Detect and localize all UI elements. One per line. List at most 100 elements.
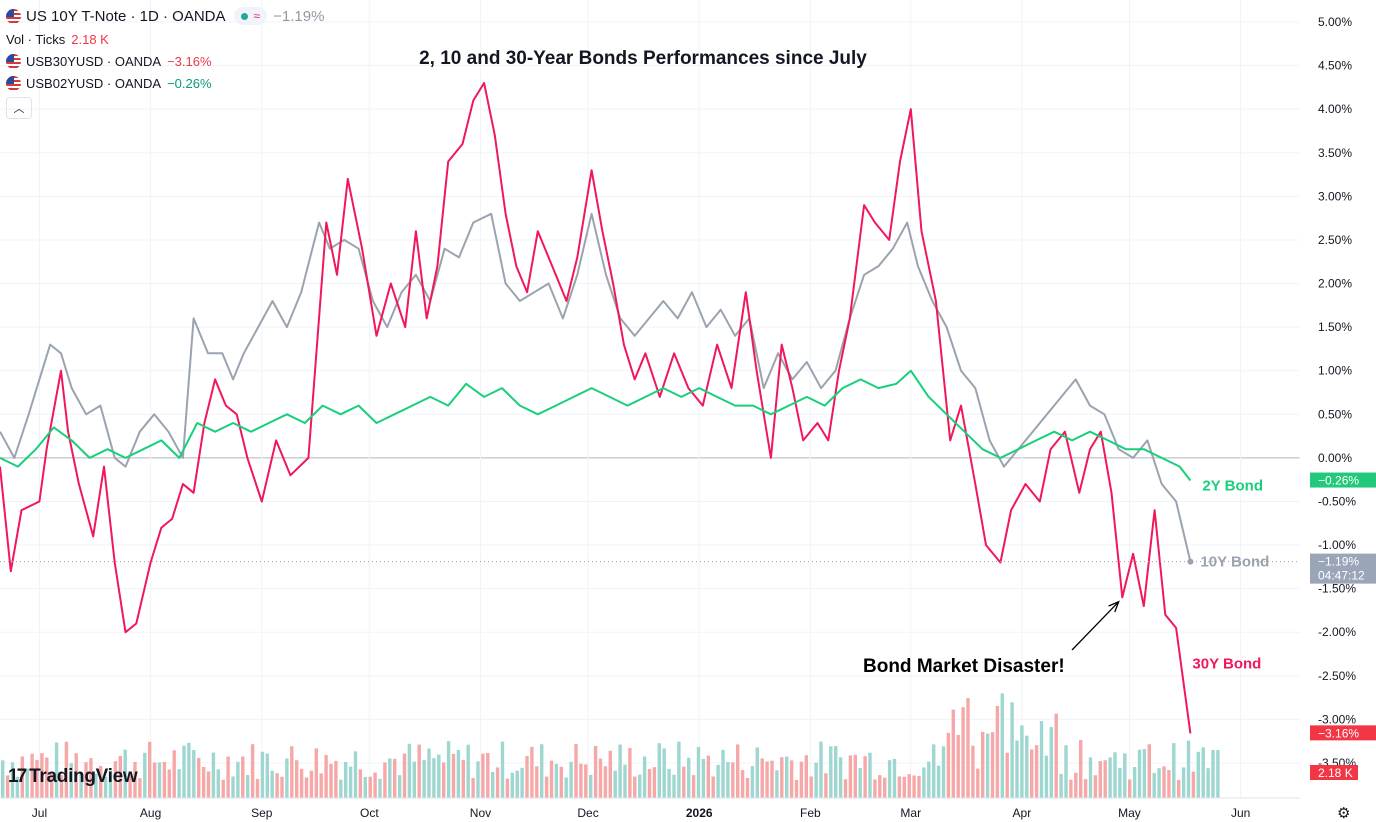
volume-label: Vol · Ticks	[6, 31, 66, 47]
volume-bar	[530, 746, 534, 798]
volume-bar	[1137, 749, 1142, 798]
volume-bar	[912, 775, 916, 798]
volume-bar	[1201, 747, 1205, 798]
main-symbol-title[interactable]: US 10Y T-Note · 1D · OANDA	[26, 7, 226, 25]
volume-bar	[241, 756, 245, 798]
volume-bar	[397, 775, 402, 798]
volume-bar	[442, 762, 446, 798]
volume-bar	[118, 755, 122, 798]
volume-bar	[466, 744, 470, 798]
volume-bar	[873, 779, 877, 798]
volume-bar	[1049, 727, 1053, 798]
last-price-dot	[1187, 558, 1194, 565]
legend-series-2y[interactable]: USB02YUSD · OANDA −0.26%	[6, 72, 324, 94]
volume-bar	[99, 765, 103, 798]
legend: US 10Y T-Note · 1D · OANDA ≈ −1.19% Vol …	[6, 4, 324, 119]
volume-bar	[564, 777, 568, 798]
series-30y-title[interactable]: USB30YUSD · OANDA	[26, 53, 162, 69]
volume-bar	[809, 776, 813, 798]
volume-bar	[868, 752, 872, 798]
volume-bar	[740, 770, 745, 798]
volume-bar	[1000, 693, 1004, 798]
volume-bar	[1157, 768, 1161, 798]
legend-main-row[interactable]: US 10Y T-Note · 1D · OANDA ≈ −1.19%	[6, 4, 324, 28]
volume-bar	[402, 753, 407, 798]
legend-volume-row[interactable]: Vol · Ticks 2.18 K	[6, 28, 324, 50]
volume-bar	[711, 776, 715, 798]
volume-bar	[148, 741, 152, 798]
price-tag-bg	[1310, 725, 1376, 741]
volume-bar	[804, 755, 808, 798]
market-status-pill[interactable]: ≈	[233, 7, 268, 25]
legend-series-30y[interactable]: USB30YUSD · OANDA −3.16%	[6, 50, 324, 72]
volume-bar	[407, 743, 412, 798]
volume-bar	[250, 744, 255, 798]
volume-bar	[540, 744, 544, 798]
volume-bar	[510, 772, 514, 798]
volume-bar	[946, 732, 951, 798]
volume-bar	[138, 778, 142, 798]
volume-bar	[642, 756, 647, 798]
volume-bar	[348, 766, 353, 798]
x-tick-label: 2026	[686, 806, 713, 820]
legend-collapse-button[interactable]: ︿	[6, 97, 32, 119]
volume-bar	[236, 761, 240, 798]
volume-bar	[966, 698, 970, 798]
volume-bar	[618, 744, 622, 798]
volume-bar	[206, 771, 211, 798]
volume-bar	[657, 743, 661, 798]
volume-bar	[1152, 772, 1156, 798]
tradingview-logo[interactable]: 17 TradingView	[8, 766, 138, 788]
volume-bar	[956, 734, 960, 798]
volume-bar	[221, 779, 225, 798]
volume-bar	[799, 761, 804, 798]
series-2y-title[interactable]: USB02YUSD · OANDA	[26, 75, 162, 91]
y-tick-label: -0.50%	[1318, 494, 1356, 508]
y-tick-label: 3.00%	[1318, 189, 1352, 203]
volume-bar	[755, 747, 759, 798]
volume-bar	[324, 755, 328, 798]
volume-bar	[383, 762, 387, 798]
volume-bar	[1132, 766, 1137, 798]
gear-icon[interactable]: ⚙	[1337, 805, 1351, 822]
volume-bar	[535, 766, 539, 798]
volume-bar	[1044, 755, 1049, 798]
volume-bar	[633, 776, 637, 798]
y-tick-label: -1.00%	[1318, 538, 1356, 552]
volume-bar	[167, 769, 171, 798]
volume-bar	[1216, 750, 1220, 798]
volume-bar	[103, 776, 108, 798]
volume-bar	[589, 774, 593, 798]
volume-bar	[1167, 770, 1171, 798]
volume-bar	[69, 763, 73, 798]
volume-bar	[731, 762, 735, 798]
x-tick-label: Aug	[140, 806, 161, 820]
volume-bar	[1098, 761, 1102, 798]
x-tick-label: Jun	[1231, 806, 1250, 820]
price-tag-label: −0.26%	[1318, 474, 1359, 488]
series-end-label: 10Y Bond	[1200, 554, 1269, 571]
volume-bar	[814, 762, 818, 798]
volume-bar	[1162, 766, 1166, 798]
volume-bar	[143, 752, 147, 798]
volume-bar	[344, 761, 348, 798]
volume-bar	[853, 754, 857, 798]
volume-bar	[1, 760, 5, 798]
volume-bar	[569, 761, 573, 798]
countdown-label: 04:47:12	[1318, 569, 1365, 583]
volume-bar	[182, 745, 186, 798]
volume-bar	[971, 745, 975, 798]
y-tick-label: 3.50%	[1318, 146, 1352, 160]
price-tag-bg	[1310, 553, 1376, 584]
volume-bar	[907, 774, 911, 798]
annotation-arrow-head	[1108, 600, 1120, 613]
volume-bar	[721, 749, 725, 798]
volume-bar	[187, 742, 191, 798]
y-tick-label: 2.00%	[1318, 277, 1352, 291]
market-open-dot-icon	[240, 12, 248, 20]
volume-bar	[30, 753, 34, 798]
volume-bar	[368, 776, 372, 798]
volume-bar	[677, 741, 681, 798]
volume-bar	[451, 753, 456, 798]
